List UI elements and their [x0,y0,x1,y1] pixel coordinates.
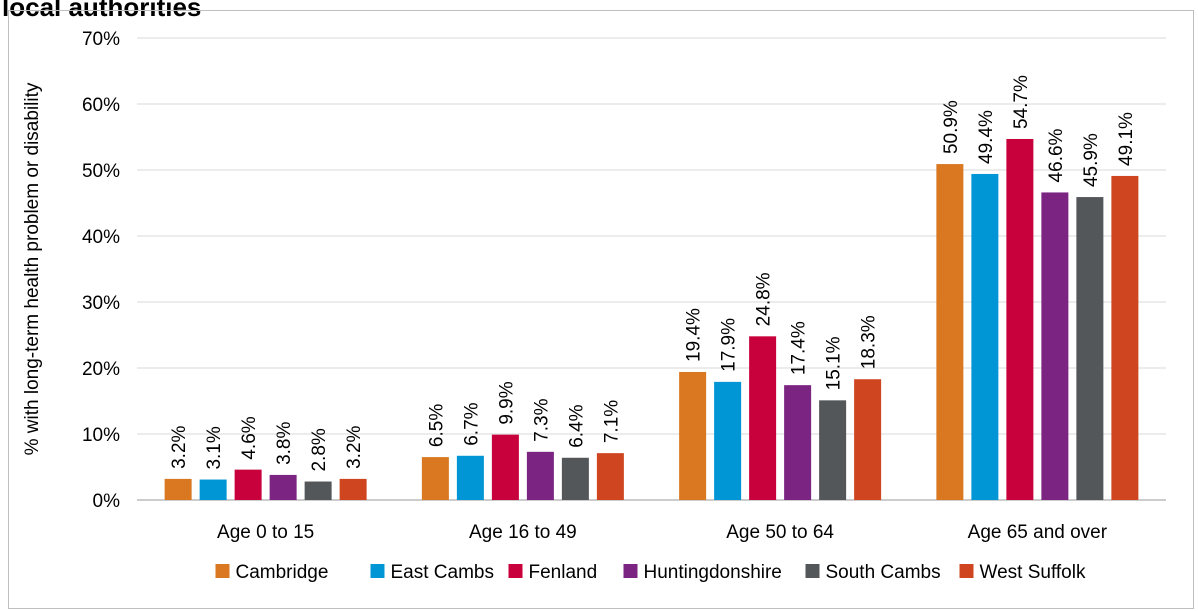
data-label: 3.2% [344,425,365,468]
data-label: 24.8% [754,272,775,326]
data-label: 17.9% [719,318,740,372]
y-tick-label: 50% [82,161,120,182]
x-tick-label: Age 0 to 15 [217,522,314,543]
data-label: 49.1% [1116,112,1137,166]
data-label: 3.8% [274,422,295,465]
legend-label: East Cambs [391,562,494,583]
data-label: 7.1% [601,400,622,443]
bar [304,481,332,500]
chart-title: local authorities [2,0,202,22]
data-label: 7.3% [531,398,552,441]
data-label: 4.6% [239,416,260,459]
legend-swatch [959,564,974,578]
x-tick-label: Age 65 and over [968,522,1108,543]
legend-swatch [215,564,230,578]
bar [854,379,882,500]
bar [714,381,742,500]
data-label: 19.4% [684,308,705,362]
bar [1041,192,1069,500]
data-label: 6.7% [461,402,482,445]
chart-frame [8,10,1194,609]
bar [526,451,554,500]
x-tick-label: Age 16 to 49 [469,522,577,543]
y-tick-label: 40% [82,227,120,248]
bar [421,457,449,500]
legend-swatch [805,564,820,578]
bar [491,434,519,500]
bar [339,478,367,500]
legend-label: Cambridge [236,562,329,583]
bar [561,457,589,500]
legend-label: West Suffolk [980,562,1086,583]
data-label: 17.4% [789,321,810,375]
data-label: 18.3% [859,315,880,369]
y-tick-label: 0% [93,491,121,512]
legend-label: South Cambs [826,562,941,583]
bar [199,479,227,500]
data-label: 15.1% [824,336,845,390]
legend-label: Fenland [529,562,598,583]
data-label: 46.6% [1046,128,1067,182]
bar [596,453,624,500]
bar [164,478,192,500]
legend-swatch [623,564,638,578]
data-label: 6.4% [566,404,587,447]
bar [679,371,707,500]
legend-swatch [370,564,385,578]
bar [1111,175,1139,500]
y-tick-label: 30% [82,293,120,314]
y-tick-label: 70% [82,29,120,50]
bar [819,400,847,500]
bar [936,164,964,500]
data-label: 45.9% [1081,133,1102,187]
bar [269,474,297,500]
bar [234,469,262,500]
y-tick-label: 20% [82,359,120,380]
data-label: 49.4% [976,110,997,164]
bar [1076,197,1104,500]
data-label: 9.9% [496,381,517,424]
data-label: 3.1% [204,426,225,469]
bar [456,455,484,500]
y-tick-label: 60% [82,95,120,116]
data-label: 50.9% [941,100,962,154]
x-tick-label: Age 50 to 64 [726,522,834,543]
data-label: 54.7% [1011,75,1032,129]
bar [1006,138,1034,501]
legend-swatch [508,564,523,578]
bar [784,385,812,500]
bar [749,336,777,500]
y-axis-title: % with long-term health problem or disab… [22,82,43,455]
y-tick-label: 10% [82,425,120,446]
data-label: 3.2% [169,425,190,468]
data-label: 2.8% [309,428,330,471]
data-label: 6.5% [426,404,447,447]
bar [971,173,999,500]
legend-label: Huntingdonshire [644,562,782,583]
